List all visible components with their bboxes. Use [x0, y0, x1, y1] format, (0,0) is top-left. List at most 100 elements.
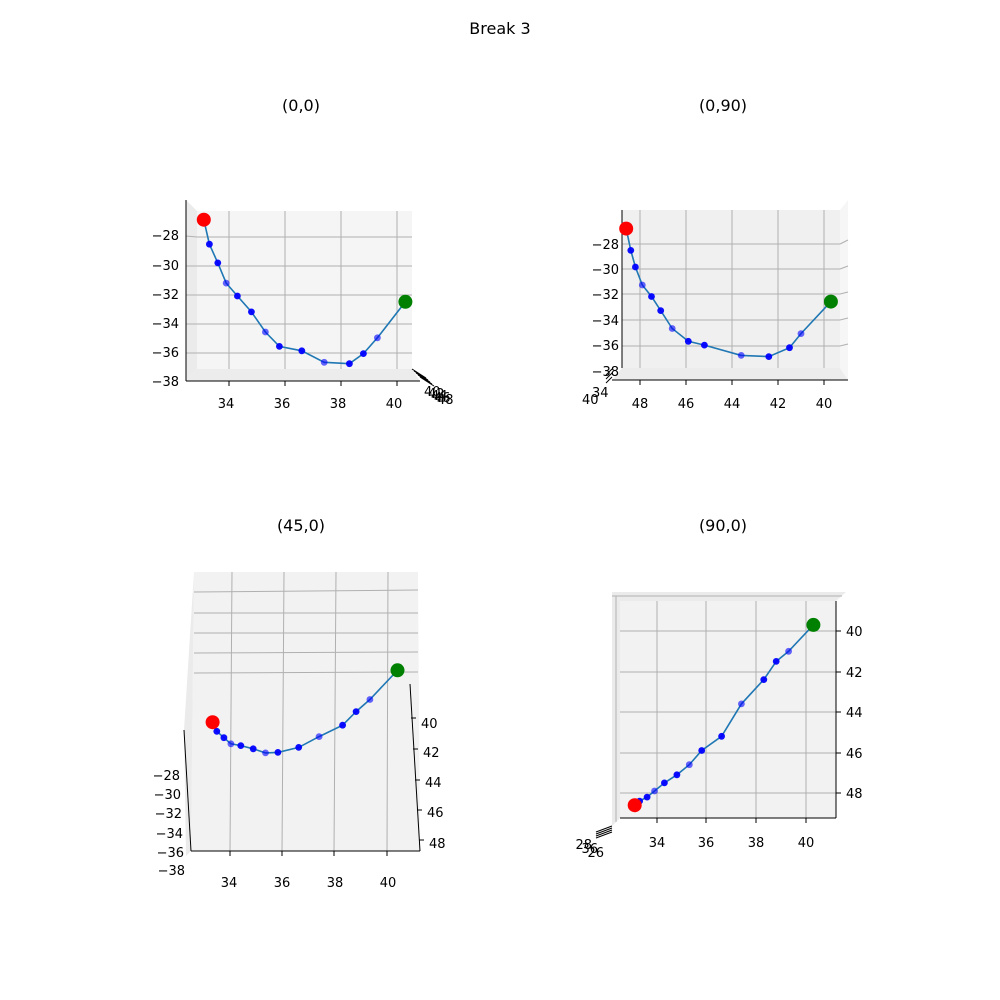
trajectory-point: [673, 771, 681, 779]
axis-ticks: [595, 630, 841, 839]
y-tick-label: 42: [770, 397, 787, 412]
end-point: [823, 294, 838, 309]
subplot-45-0: (45,0) 34 36 38 40 40 42 44 46 48 −28 −3…: [153, 516, 446, 891]
trajectory-point: [339, 721, 346, 729]
y-tick-label: 46: [678, 397, 695, 412]
trajectory-90-0: [627, 617, 821, 813]
trajectory-point: [668, 325, 676, 332]
y-tick-label: 44: [724, 397, 741, 412]
trajectory-point: [276, 343, 283, 350]
trajectory-point: [737, 352, 745, 359]
trajectory-point: [220, 734, 228, 742]
trajectory-point: [213, 727, 221, 735]
y-tick-label: 48: [846, 787, 863, 802]
z-tick-label: −32: [152, 288, 179, 303]
x-tick-label: 38: [327, 876, 344, 891]
trajectory-point: [274, 749, 282, 756]
floor-pane: [620, 601, 836, 818]
trajectory-point: [214, 259, 222, 267]
grid-lines: [185, 211, 412, 369]
floor-pane: [612, 368, 848, 380]
grid-lines: [622, 210, 849, 368]
trajectory-point: [684, 337, 692, 345]
trajectory-point: [206, 240, 213, 248]
trajectory-point: [222, 279, 230, 287]
trajectory-point: [760, 676, 768, 683]
z-tick-label: −28: [592, 238, 619, 253]
x-tick-label: 40: [582, 393, 599, 408]
trajectory-point: [366, 696, 374, 703]
z-tick-label: −38: [592, 365, 619, 380]
x-tick-label: 40: [380, 876, 397, 891]
y-tick-label: 42: [423, 746, 440, 761]
x-ticks: [228, 381, 398, 386]
z-tick-label: 26: [587, 846, 604, 861]
trajectory-point: [685, 761, 693, 769]
trajectory-point: [320, 358, 328, 366]
x-tick-label: 40: [386, 397, 403, 412]
trajectory-0-90: [619, 221, 838, 360]
side-pane: [186, 200, 197, 381]
side-pane: [184, 572, 194, 856]
trajectory-point: [249, 745, 257, 753]
trajectory-45-0: [205, 663, 405, 757]
trajectory-point: [657, 307, 665, 314]
depth-axis-line: [409, 683, 421, 852]
z-tick-label: −38: [152, 375, 179, 390]
trajectory-point: [627, 247, 635, 254]
x-tick-label: 34: [649, 836, 666, 851]
trajectory-point: [786, 344, 793, 352]
z-tick-label: −36: [592, 339, 619, 354]
x-tick-label: 34: [221, 876, 238, 891]
trajectory-point: [374, 334, 381, 342]
subplot-title-0-0: (0,0): [282, 96, 320, 115]
x-tick-label: 36: [274, 876, 291, 891]
y-tick-label: 46: [846, 747, 863, 762]
subplot-title-90-0: (90,0): [699, 516, 747, 535]
x-tick-label: 34: [218, 397, 235, 412]
trajectory-point: [718, 732, 725, 740]
subplot-0-90: (0,90) 48 46 44 42 40 −28 −30: [582, 96, 849, 412]
trajectory-point: [698, 747, 706, 754]
trajectory-point: [738, 700, 745, 708]
floor-pane: [186, 369, 420, 381]
trajectory-point: [248, 308, 255, 316]
z-tick-label: 36: [581, 842, 598, 857]
z-tick-label: −36: [157, 846, 184, 861]
depth-ticks: [411, 368, 435, 387]
trajectory-point: [661, 779, 668, 787]
x-tick-label: 36: [698, 836, 715, 851]
trajectory-point: [785, 647, 792, 655]
end-point: [806, 617, 821, 632]
z-tick-label: −34: [156, 827, 183, 842]
y-tick-label: 40: [816, 397, 833, 412]
y-tick-label: 48: [429, 837, 446, 852]
trajectory-point: [651, 787, 658, 795]
trajectory-point: [648, 293, 655, 300]
side-pane: [840, 200, 848, 380]
y-tick-label: 44: [425, 776, 442, 791]
subplot-title-0-90: (0,90): [699, 96, 747, 115]
x-tick-label: 38: [748, 836, 765, 851]
trajectory-point: [262, 328, 269, 336]
x-tick-label: 36: [274, 397, 291, 412]
y-tick-label: 48: [632, 397, 649, 412]
back-pane: [622, 210, 840, 368]
y-tick-label: 44: [431, 389, 448, 404]
z-tick-label: −28: [153, 769, 180, 784]
y-tick-label: 40: [421, 717, 438, 732]
z-axis-line: [183, 729, 192, 852]
x-tick-label: 34: [592, 386, 609, 401]
start-point: [619, 221, 634, 236]
trajectory-point: [701, 341, 708, 349]
z-tick-label: −28: [152, 229, 179, 244]
trajectory-point: [797, 330, 805, 337]
trajectory-point: [772, 658, 780, 665]
z-tick-label: −38: [158, 864, 185, 879]
z-tick-label: 28: [575, 838, 592, 853]
z-tick-label: −30: [154, 788, 181, 803]
trajectory-point: [227, 740, 235, 748]
trajectory-point: [262, 749, 269, 757]
x-tick-label: 38: [330, 397, 347, 412]
